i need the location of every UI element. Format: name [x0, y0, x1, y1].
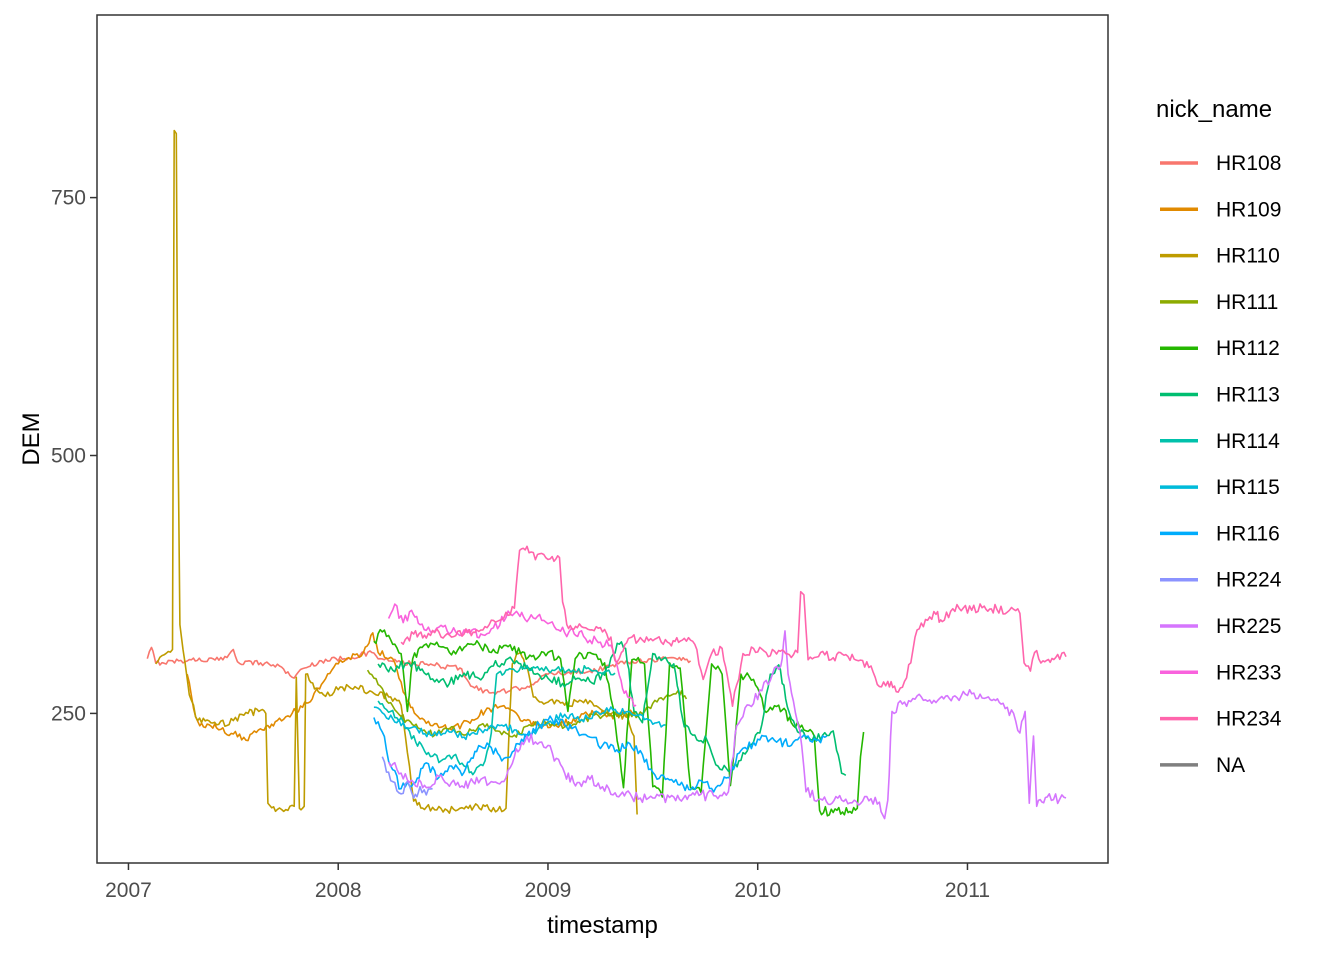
- y-tick-label: 500: [51, 445, 86, 468]
- legend-label-HR113: HR113: [1216, 384, 1280, 407]
- series-line-HR115: [373, 706, 666, 741]
- legend-label-HR233: HR233: [1216, 661, 1281, 684]
- series-line-HR109: [186, 632, 637, 742]
- x-tick-label: 2011: [945, 879, 990, 902]
- legend-label-HR116: HR116: [1216, 522, 1280, 545]
- series-line-HR234: [400, 545, 1067, 708]
- series-line-HR116: [373, 715, 828, 793]
- legend-label-HR110: HR110: [1216, 245, 1280, 268]
- plot-panel: [96, 14, 1109, 864]
- legend-label-HR225: HR225: [1216, 615, 1281, 638]
- legend-label-HR111: HR111: [1216, 291, 1278, 314]
- legend-label-HR114: HR114: [1216, 430, 1280, 453]
- legend-label-HR112: HR112: [1216, 337, 1280, 360]
- x-tick-label: 2008: [315, 879, 362, 902]
- y-axis-title: DEM: [18, 412, 45, 466]
- series-line-HR224: [381, 756, 433, 799]
- x-tick-label: 2007: [105, 879, 152, 902]
- y-tick-label: 250: [51, 702, 86, 725]
- legend-label-HR224: HR224: [1216, 569, 1282, 592]
- legend-label-HR115: HR115: [1216, 476, 1280, 499]
- legend-label-HR109: HR109: [1216, 198, 1281, 221]
- legend-label-HR234: HR234: [1216, 708, 1282, 731]
- y-tick-label: 750: [51, 187, 86, 210]
- series-line-HR114: [377, 664, 616, 776]
- series-line-HR225: [387, 630, 1067, 820]
- legend-title: nick_name: [1156, 96, 1273, 123]
- x-tick-label: 2009: [525, 879, 572, 902]
- series-line-HR112: [373, 628, 865, 817]
- x-axis-title: timestamp: [547, 912, 658, 939]
- legend-label-NA: NA: [1216, 754, 1245, 777]
- series-line-HR233: [387, 603, 637, 708]
- x-tick-label: 2010: [734, 879, 781, 902]
- series-line-HR110: [155, 129, 638, 815]
- legend-label-HR108: HR108: [1216, 152, 1281, 175]
